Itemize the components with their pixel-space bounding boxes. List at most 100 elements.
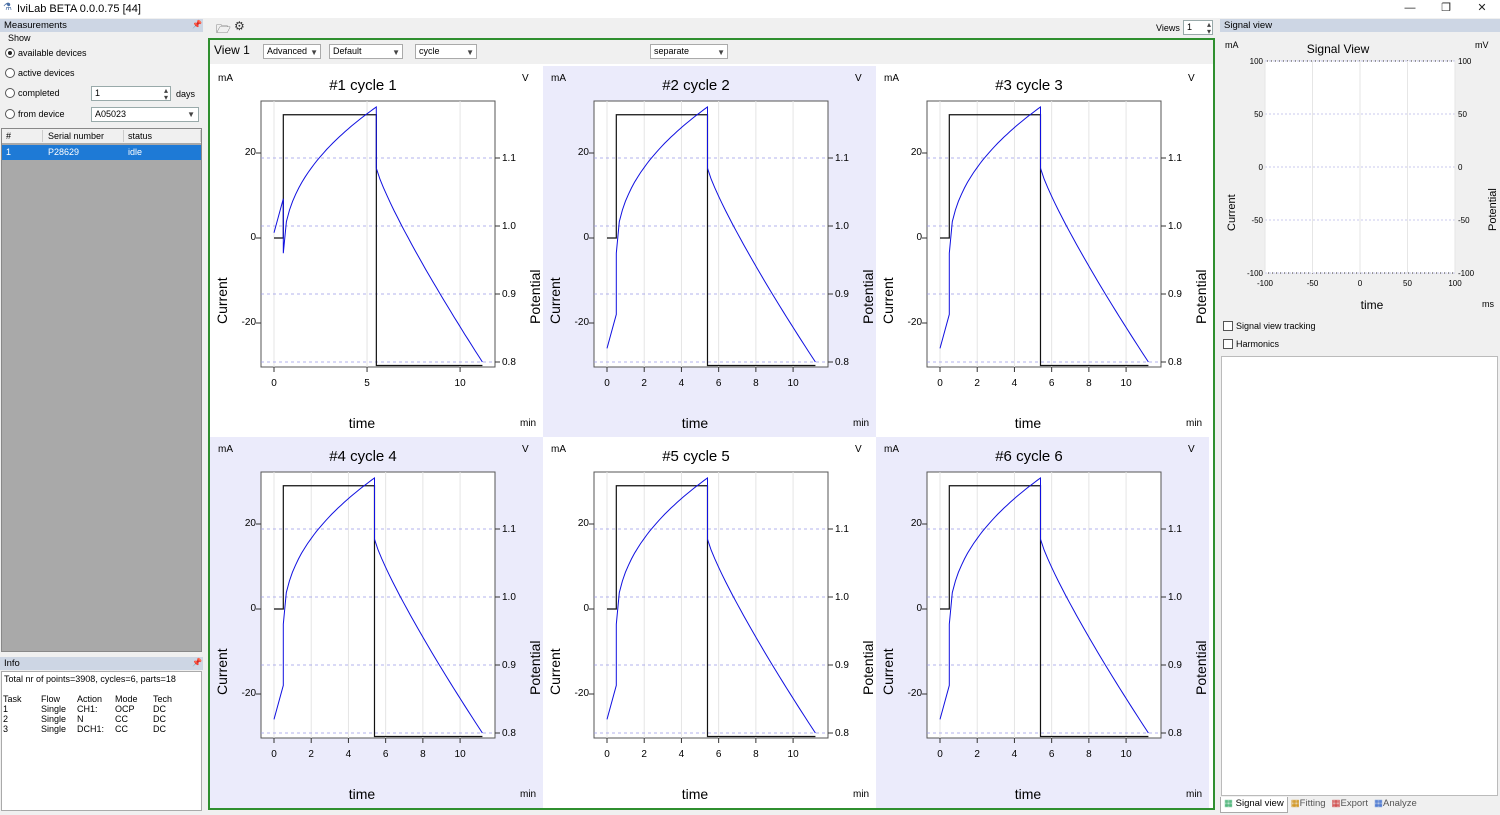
y-right-tick-label: 1.0 — [1168, 592, 1182, 603]
row-serial: P28629 — [48, 147, 80, 157]
x-tick-label: 10 — [455, 749, 467, 760]
plot-title: #2 cycle 2 — [662, 77, 730, 94]
x-axis-label: time — [682, 415, 709, 431]
device-table: # Serial number status 1 P28629 idle — [1, 128, 202, 652]
info-cell: 1 — [3, 704, 9, 714]
plot-frame — [260, 471, 496, 739]
from-device-label: from device — [18, 109, 65, 119]
title-bar — [0, 0, 1500, 18]
preset-select[interactable]: Default ▼ — [329, 44, 403, 59]
y-right-tick-label: 0.9 — [1168, 660, 1182, 671]
y-left-axis-label: Current — [547, 277, 563, 324]
window-title: IviLab BETA 0.0.0.75 [44] — [17, 3, 141, 15]
views-stepper[interactable]: 1 ▴ ▾ — [1183, 20, 1213, 36]
tab-signal-view-label: Signal view — [1235, 798, 1284, 809]
available-devices-radio[interactable] — [5, 48, 15, 58]
harmonics-checkbox[interactable] — [1223, 339, 1233, 349]
info-header-task: Task — [3, 694, 22, 704]
x-tick-label: 10 — [455, 378, 467, 389]
y-right-unit: V — [1188, 73, 1195, 84]
column-header-status[interactable]: status — [124, 130, 201, 142]
restore-button[interactable]: ❐ — [1441, 2, 1451, 14]
tab-signal-view[interactable]: ▦ Signal view — [1220, 797, 1288, 813]
y-right-tick-label: 1.0 — [835, 592, 849, 603]
info-cell: CC — [115, 714, 128, 724]
plot-title: #1 cycle 1 — [329, 77, 397, 94]
device-select[interactable]: A05023 ▼ — [91, 107, 199, 122]
close-button[interactable]: ✕ — [1477, 2, 1487, 14]
table-row[interactable]: 1 P28629 idle — [2, 145, 201, 160]
x-axis-unit: min — [520, 789, 536, 800]
signal-y-left-tick-label: -100 — [1247, 269, 1264, 278]
y-left-tick-label: -20 — [242, 688, 257, 699]
app-icon: ⚗ — [3, 2, 12, 13]
tab-fitting-label: Fitting — [1299, 798, 1326, 809]
x-axis-label: time — [349, 786, 376, 802]
pin-icon[interactable]: 📌 — [192, 20, 202, 29]
view-tab-label[interactable]: View 1 — [214, 43, 250, 57]
info-header-tech: Tech — [153, 694, 173, 704]
signal-view-tab-icon: ▦ — [1224, 798, 1233, 809]
layout-select[interactable]: separate ▼ — [650, 44, 728, 59]
y-left-tick-label: 0 — [583, 232, 589, 243]
x-tick-label: 6 — [1049, 378, 1055, 389]
x-tick-label: 10 — [788, 378, 800, 389]
views-stepper-arrows-icon[interactable]: ▴ ▾ — [1206, 20, 1211, 36]
tab-fitting[interactable]: ▦Fitting — [1288, 797, 1329, 813]
info-summary: Total nr of points=3908, cycles=6, parts… — [4, 674, 176, 684]
settings-gears-icon[interactable]: ⚙ — [234, 19, 245, 33]
layout-select-value: separate — [654, 46, 690, 56]
minimize-button[interactable]: — — [1404, 2, 1416, 14]
potential-series-line — [939, 106, 1149, 363]
x-axis-label: time — [1015, 786, 1042, 802]
info-header-flow: Flow — [41, 694, 61, 704]
open-folder-icon[interactable]: 🗁 — [216, 22, 231, 36]
column-header-num[interactable]: # — [2, 130, 43, 142]
y-left-unit: mA — [884, 73, 899, 84]
y-left-tick-label: 0 — [250, 603, 256, 614]
y-right-tick-label: 1.0 — [502, 592, 516, 603]
stepper-arrows-icon[interactable]: ▴ ▾ — [163, 86, 168, 102]
column-header-serial[interactable]: Serial number — [44, 130, 124, 142]
row-status: idle — [128, 147, 143, 157]
y-right-tick-label: 1.0 — [1168, 221, 1182, 232]
info-row: 1 Single CH1: OCP DC — [3, 704, 176, 714]
y-right-tick-label: 0.8 — [502, 357, 516, 368]
signal-x-tick-label: -50 — [1307, 279, 1319, 288]
tab-export-label: Export — [1340, 798, 1368, 809]
signal-y-right-tick-label: 50 — [1458, 110, 1467, 119]
y-left-tick-label: -20 — [575, 688, 590, 699]
completed-label: completed — [18, 88, 60, 98]
active-devices-radio[interactable] — [5, 68, 15, 78]
signal-x-tick-label: 0 — [1358, 279, 1363, 288]
tab-analyze[interactable]: ▦Analyze — [1371, 797, 1420, 813]
device-select-value: A05023 — [95, 109, 127, 119]
group-select[interactable]: cycle ▼ — [415, 44, 477, 59]
layout-chevron-down-icon: ▼ — [717, 48, 725, 57]
mode-chevron-down-icon: ▼ — [310, 48, 318, 57]
mode-select[interactable]: Advanced ▼ — [263, 44, 321, 59]
completed-radio[interactable] — [5, 88, 15, 98]
signal-y-right-tick-label: -50 — [1458, 216, 1470, 225]
completed-days-stepper[interactable]: 1 ▴ ▾ — [91, 86, 171, 102]
x-tick-label: 0 — [604, 749, 610, 760]
x-tick-label: 6 — [716, 378, 722, 389]
completed-days-value: 1 — [95, 88, 101, 98]
views-value: 1 — [1187, 22, 1193, 32]
y-left-tick-label: 0 — [916, 232, 922, 243]
preset-chevron-down-icon: ▼ — [392, 48, 400, 57]
tab-analyze-label: Analyze — [1382, 798, 1417, 809]
info-pin-icon[interactable]: 📌 — [192, 658, 202, 667]
tab-export[interactable]: ▦Export — [1329, 797, 1371, 813]
analyze-tab-icon: ▦ — [1374, 798, 1383, 809]
measurements-panel-header: Measurements — [0, 19, 203, 32]
current-series-line — [940, 485, 1149, 738]
y-right-tick-label: 0.9 — [502, 660, 516, 671]
from-device-radio[interactable] — [5, 109, 15, 119]
x-tick-label: 8 — [753, 378, 759, 389]
x-tick-label: 8 — [1086, 749, 1092, 760]
x-tick-label: 0 — [271, 749, 277, 760]
signal-view-tracking-checkbox[interactable] — [1223, 321, 1233, 331]
export-tab-icon: ▦ — [1331, 798, 1341, 809]
